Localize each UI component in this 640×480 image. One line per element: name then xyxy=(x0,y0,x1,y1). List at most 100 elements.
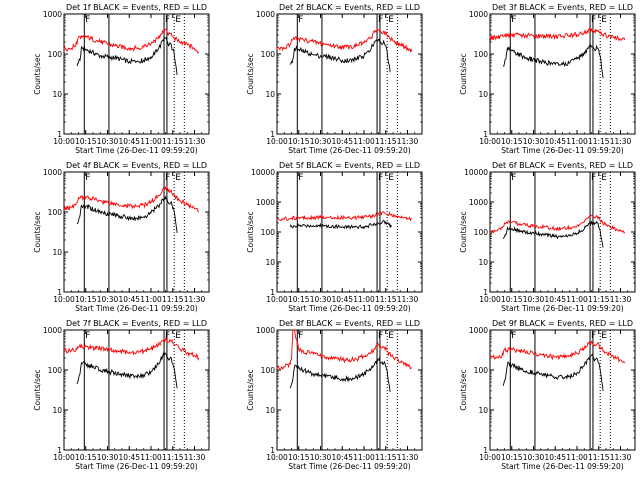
series-line-events xyxy=(76,352,178,389)
x-tick-label: 10:45 xyxy=(331,137,353,146)
x-tick-label: 10:00 xyxy=(266,453,288,462)
y-tick-label: 1 xyxy=(483,130,488,139)
chart-panel: Det 9f BLACK = Events, RED = LLD 1 10 100 10… xyxy=(459,319,636,471)
plot-frame xyxy=(63,329,210,451)
x-tick-label: 10:45 xyxy=(118,295,140,304)
series-line-lld xyxy=(63,337,200,361)
y-tick-label: 100 xyxy=(48,208,63,217)
x-tick-label: 11:15 xyxy=(588,453,610,462)
y-tick-label: 10 xyxy=(52,248,62,257)
y-tick-label: 100 xyxy=(261,228,276,237)
x-axis-label: Start Time (26-Dec-11 09:59:20) xyxy=(501,146,623,155)
x-tick-label: 11:15 xyxy=(375,453,397,462)
event-marker-label: F xyxy=(165,173,170,183)
series-line-lld xyxy=(276,211,413,222)
x-tick-label: 10:30 xyxy=(97,295,119,304)
event-marker-label: F xyxy=(85,15,90,25)
event-marker-label: E xyxy=(388,15,394,25)
chart-panel: Det 5f BLACK = Events, RED = LLD 1 10 100 10… xyxy=(246,161,423,313)
x-tick-label: 11:00 xyxy=(353,453,375,462)
x-tick-label: 10:00 xyxy=(53,295,75,304)
event-marker-label: F xyxy=(298,331,303,341)
x-tick-label: 10:15 xyxy=(75,137,97,146)
series-line-events xyxy=(76,195,178,233)
x-tick-label: 10:15 xyxy=(288,295,310,304)
series-line-lld xyxy=(276,28,413,53)
series-line-lld xyxy=(276,329,413,371)
event-marker-label: E xyxy=(601,173,607,183)
event-marker-label: F xyxy=(165,15,170,25)
x-tick-label: 10:30 xyxy=(523,137,545,146)
x-tick-label: 10:45 xyxy=(544,453,566,462)
x-tick-label: 10:30 xyxy=(97,137,119,146)
plot-frame xyxy=(63,13,210,135)
chart-panel: Det 7f BLACK = Events, RED = LLD 1 10 100 10… xyxy=(33,319,210,471)
x-axis-label: Start Time (26-Dec-11 09:59:20) xyxy=(75,304,197,313)
y-tick-label: 10 xyxy=(52,90,62,99)
x-tick-label: 11:00 xyxy=(566,137,588,146)
chart-title: Det 2f BLACK = Events, RED = LLD xyxy=(279,3,420,12)
y-tick-label: 10 xyxy=(265,258,275,267)
y-tick-label: 1000 xyxy=(469,198,488,207)
x-tick-label: 10:30 xyxy=(310,295,332,304)
x-axis-label: Start Time (26-Dec-11 09:59:20) xyxy=(288,146,410,155)
event-marker-label: E xyxy=(601,331,607,341)
series-line-events xyxy=(289,219,393,230)
y-axis-label: Counts/sec xyxy=(33,53,42,94)
event-marker-label: E xyxy=(388,331,394,341)
x-axis-label: Start Time (26-Dec-11 09:59:20) xyxy=(288,304,410,313)
y-tick-label: 1000 xyxy=(43,326,62,335)
x-tick-label: 10:15 xyxy=(501,453,523,462)
y-tick-label: 1 xyxy=(57,130,62,139)
y-tick-label: 10000 xyxy=(464,168,488,177)
event-marker-label: F xyxy=(511,173,516,183)
chart-panel: Det 4f BLACK = Events, RED = LLD 1 10 100 10… xyxy=(33,161,210,313)
series-line-events xyxy=(289,357,391,393)
event-marker-label: F xyxy=(591,173,596,183)
y-tick-label: 1 xyxy=(270,130,275,139)
x-tick-label: 11:15 xyxy=(162,137,184,146)
chart-title: Det 3f BLACK = Events, RED = LLD xyxy=(492,3,633,12)
x-tick-label: 10:45 xyxy=(331,453,353,462)
chart-panel: Det 8f BLACK = Events, RED = LLD 1 10 100 10… xyxy=(246,319,423,471)
x-tick-label: 11:30 xyxy=(184,453,206,462)
event-marker-label: F xyxy=(378,173,383,183)
event-marker-label: F xyxy=(298,173,303,183)
y-tick-label: 1 xyxy=(483,288,488,297)
x-tick-label: 10:30 xyxy=(310,453,332,462)
y-tick-label: 100 xyxy=(474,50,489,59)
y-axis-label: Counts/sec xyxy=(459,211,468,252)
y-tick-label: 1 xyxy=(57,288,62,297)
x-tick-label: 10:00 xyxy=(479,137,501,146)
x-tick-label: 10:00 xyxy=(266,295,288,304)
y-tick-label: 10 xyxy=(478,90,488,99)
x-tick-label: 11:15 xyxy=(162,453,184,462)
y-tick-label: 100 xyxy=(48,366,63,375)
y-tick-label: 10 xyxy=(478,258,488,267)
y-tick-label: 1 xyxy=(270,288,275,297)
event-marker-label: F xyxy=(378,15,383,25)
x-tick-label: 11:30 xyxy=(397,453,419,462)
y-tick-label: 10 xyxy=(478,406,488,415)
x-tick-label: 11:30 xyxy=(610,453,632,462)
x-tick-label: 10:15 xyxy=(75,295,97,304)
x-tick-label: 10:00 xyxy=(479,295,501,304)
x-tick-label: 10:00 xyxy=(53,453,75,462)
y-tick-label: 10 xyxy=(265,406,275,415)
chart-title: Det 6f BLACK = Events, RED = LLD xyxy=(492,161,633,170)
x-tick-label: 11:30 xyxy=(184,137,206,146)
y-tick-label: 10000 xyxy=(251,168,275,177)
x-tick-label: 10:15 xyxy=(288,137,310,146)
x-axis-label: Start Time (26-Dec-11 09:59:20) xyxy=(288,462,410,471)
chart-title: Det 9f BLACK = Events, RED = LLD xyxy=(492,319,633,328)
y-tick-label: 100 xyxy=(261,50,276,59)
y-tick-label: 100 xyxy=(474,366,489,375)
x-tick-label: 11:00 xyxy=(566,295,588,304)
y-tick-label: 1000 xyxy=(256,10,275,19)
event-marker-label: E xyxy=(175,331,181,341)
x-tick-label: 11:15 xyxy=(588,295,610,304)
y-axis-label: Counts/sec xyxy=(33,369,42,410)
y-axis-label: Counts/sec xyxy=(459,369,468,410)
